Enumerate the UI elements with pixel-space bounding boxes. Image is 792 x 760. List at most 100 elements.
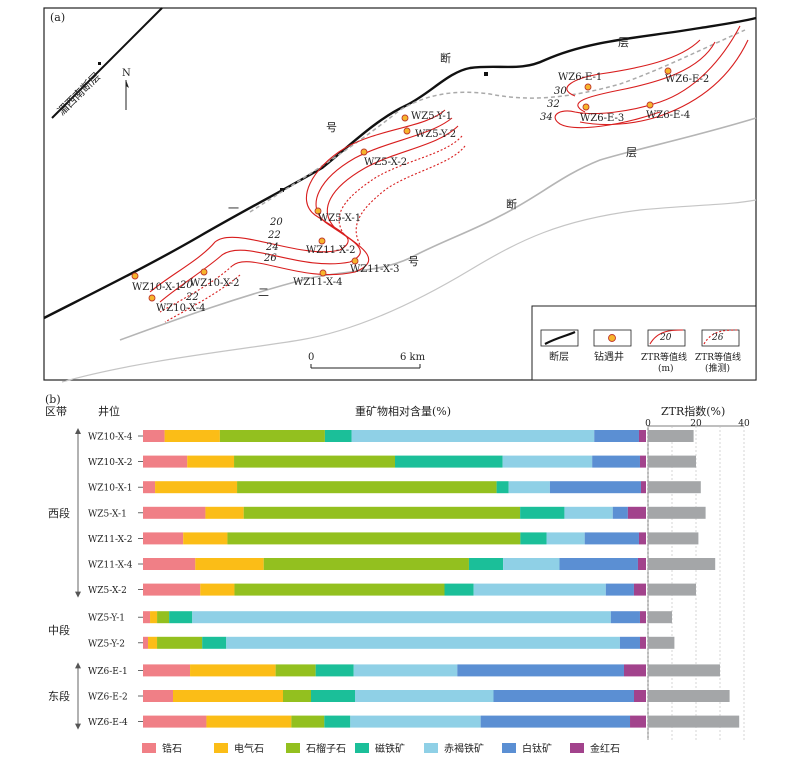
bar-segment-磁铁矿 <box>496 481 509 494</box>
contour-label: 22 <box>267 230 281 241</box>
bar-segment-白钛矿 <box>457 664 624 677</box>
map-legend: 断层 钻遇井 20 ZTR等值线 (m) 26 ZTR等值线 (推测) <box>531 305 757 381</box>
legend-contour-label: ZTR等值线 <box>641 351 687 363</box>
legend-label: 锆石 <box>162 742 182 755</box>
bar-segment-赤褐铁矿 <box>564 506 613 519</box>
zone-bracket: 西段 <box>48 428 81 598</box>
well-label: WZ11-X-2 <box>306 245 355 256</box>
bar-segment-磁铁矿 <box>324 430 352 442</box>
bar-segment-白钛矿 <box>594 430 639 442</box>
zone-label: 西段 <box>48 506 70 520</box>
contour-label: 34 <box>540 112 553 123</box>
bar-segment-石榴子石 <box>263 558 469 570</box>
bar-rows: WZ10-X-4 WZ10-X-2 WZ10-X-1 WZ5-X-1 WZ11-X-2 W… <box>88 430 740 728</box>
bar-segment-锆石 <box>143 506 206 519</box>
west-contours <box>149 109 466 323</box>
bar-row: WZ11-X-2 <box>88 532 699 545</box>
legend-item: 白钛矿 <box>502 742 552 755</box>
bar-row: WZ11-X-4 <box>88 558 716 571</box>
mineral-legend: 锆石 电气石 石榴子石 磁铁矿 赤褐铁矿 白钛矿 金红石 <box>142 742 620 755</box>
bar-row: WZ10-X-4 <box>88 430 694 443</box>
zone-label: 东段 <box>48 689 70 703</box>
bar-segment-石榴子石 <box>291 715 325 728</box>
well-label: WZ10-X-4 <box>156 303 205 314</box>
ztr-bar <box>648 636 675 649</box>
well-marker: WZ10-X-1 <box>131 272 181 293</box>
ztr-tick-label: 0 <box>645 419 651 429</box>
ztr-bar <box>648 455 696 468</box>
fault-1-char-1: 断 <box>440 51 451 65</box>
bar-segment-电气石 <box>206 715 292 728</box>
bar-segment-石榴子石 <box>237 481 497 494</box>
bar-segment-金红石 <box>640 481 646 494</box>
ztr-bar <box>648 664 720 677</box>
well-marker: WZ5-Y-1 <box>401 111 452 122</box>
well-label: WZ5-Y-2 <box>415 129 456 140</box>
bar-segment-白钛矿 <box>612 506 628 519</box>
bar-segment-锆石 <box>143 636 149 649</box>
fault-1-line <box>43 16 757 320</box>
legend-fault-label: 断层 <box>549 350 569 363</box>
bar-segment-锆石 <box>143 558 196 570</box>
bar-segment-石榴子石 <box>157 611 170 624</box>
legend-item: 赤褐铁矿 <box>424 742 484 755</box>
contour-labels: 20 22 24 26 30 32 34 20 22 <box>179 86 567 303</box>
bar-segment-赤褐铁矿 <box>502 455 593 468</box>
bar-segment-电气石 <box>148 636 158 649</box>
north-arrow: N <box>122 68 131 110</box>
bar-segment-石榴子石 <box>219 430 325 442</box>
ztr-bar <box>648 690 730 702</box>
bar-segment-赤褐铁矿 <box>226 636 620 649</box>
well-tick-label: WZ5-Y-2 <box>88 639 125 649</box>
legend-item: 锆石 <box>142 742 182 755</box>
well-label: WZ10-X-1 <box>132 282 181 293</box>
zone-bracket: 东段 <box>48 662 81 730</box>
fault-2-char-4: 二 <box>258 286 269 299</box>
well-marker: WZ5-X-1 <box>314 207 361 224</box>
contour-label: 20 <box>179 280 193 291</box>
bar-segment-电气石 <box>190 664 276 677</box>
bar-segment-白钛矿 <box>619 636 640 649</box>
well-marker: WZ6-E-2 <box>664 67 709 85</box>
well-label: WZ6-E-3 <box>580 113 624 124</box>
scale-end: 6 km <box>400 352 426 363</box>
east-contours <box>554 25 749 129</box>
legend-swatch <box>502 743 516 753</box>
bar-segment-磁铁矿 <box>202 636 227 649</box>
wells: WZ5-Y-1 WZ5-Y-2 WZ5-X-2 WZ5-X-1 WZ11-X-2… <box>131 67 709 314</box>
panel-b-label: (b) <box>45 393 61 406</box>
legend-inferred-symbol <box>703 329 738 345</box>
legend-contour-unit: (m) <box>658 363 674 374</box>
chart-panel: (b) 区带 井位 重矿物相对含量(%) ZTR指数(%) 0 20 40 WZ10… <box>45 393 750 755</box>
bar-segment-白钛矿 <box>610 611 640 624</box>
bar-segment-磁铁矿 <box>520 532 547 545</box>
scale-bar: 0 6 km <box>308 352 426 369</box>
bar-segment-磁铁矿 <box>444 583 474 596</box>
bar-row: WZ5-X-2 <box>88 583 696 596</box>
bar-segment-金红石 <box>637 558 646 570</box>
boundary-dashed <box>249 29 746 213</box>
bar-segment-赤褐铁矿 <box>473 583 606 596</box>
bar-segment-锆石 <box>143 532 184 545</box>
well-tick-label: WZ11-X-2 <box>88 535 133 545</box>
well-tick-label: WZ5-X-2 <box>88 586 127 596</box>
legend-swatch <box>355 743 369 753</box>
well-label: WZ5-X-2 <box>364 157 407 168</box>
ztr-bar <box>648 611 672 624</box>
bar-segment-金红石 <box>627 506 646 519</box>
north-label: N <box>122 68 131 79</box>
contour-label: 24 <box>265 242 279 253</box>
bar-row: WZ6-E-4 <box>88 715 740 728</box>
bar-segment-锆石 <box>143 455 188 468</box>
scale-start: 0 <box>308 352 314 363</box>
bar-row: WZ10-X-2 <box>88 455 696 468</box>
bar-segment-锆石 <box>143 611 151 624</box>
legend-label: 电气石 <box>234 742 264 755</box>
well-label: WZ5-Y-1 <box>411 111 452 122</box>
bar-segment-白钛矿 <box>480 715 631 728</box>
legend-contour-value: 20 <box>659 333 672 343</box>
legend-label: 白钛矿 <box>522 742 552 755</box>
legend-inferred-unit: (推测) <box>705 362 730 374</box>
